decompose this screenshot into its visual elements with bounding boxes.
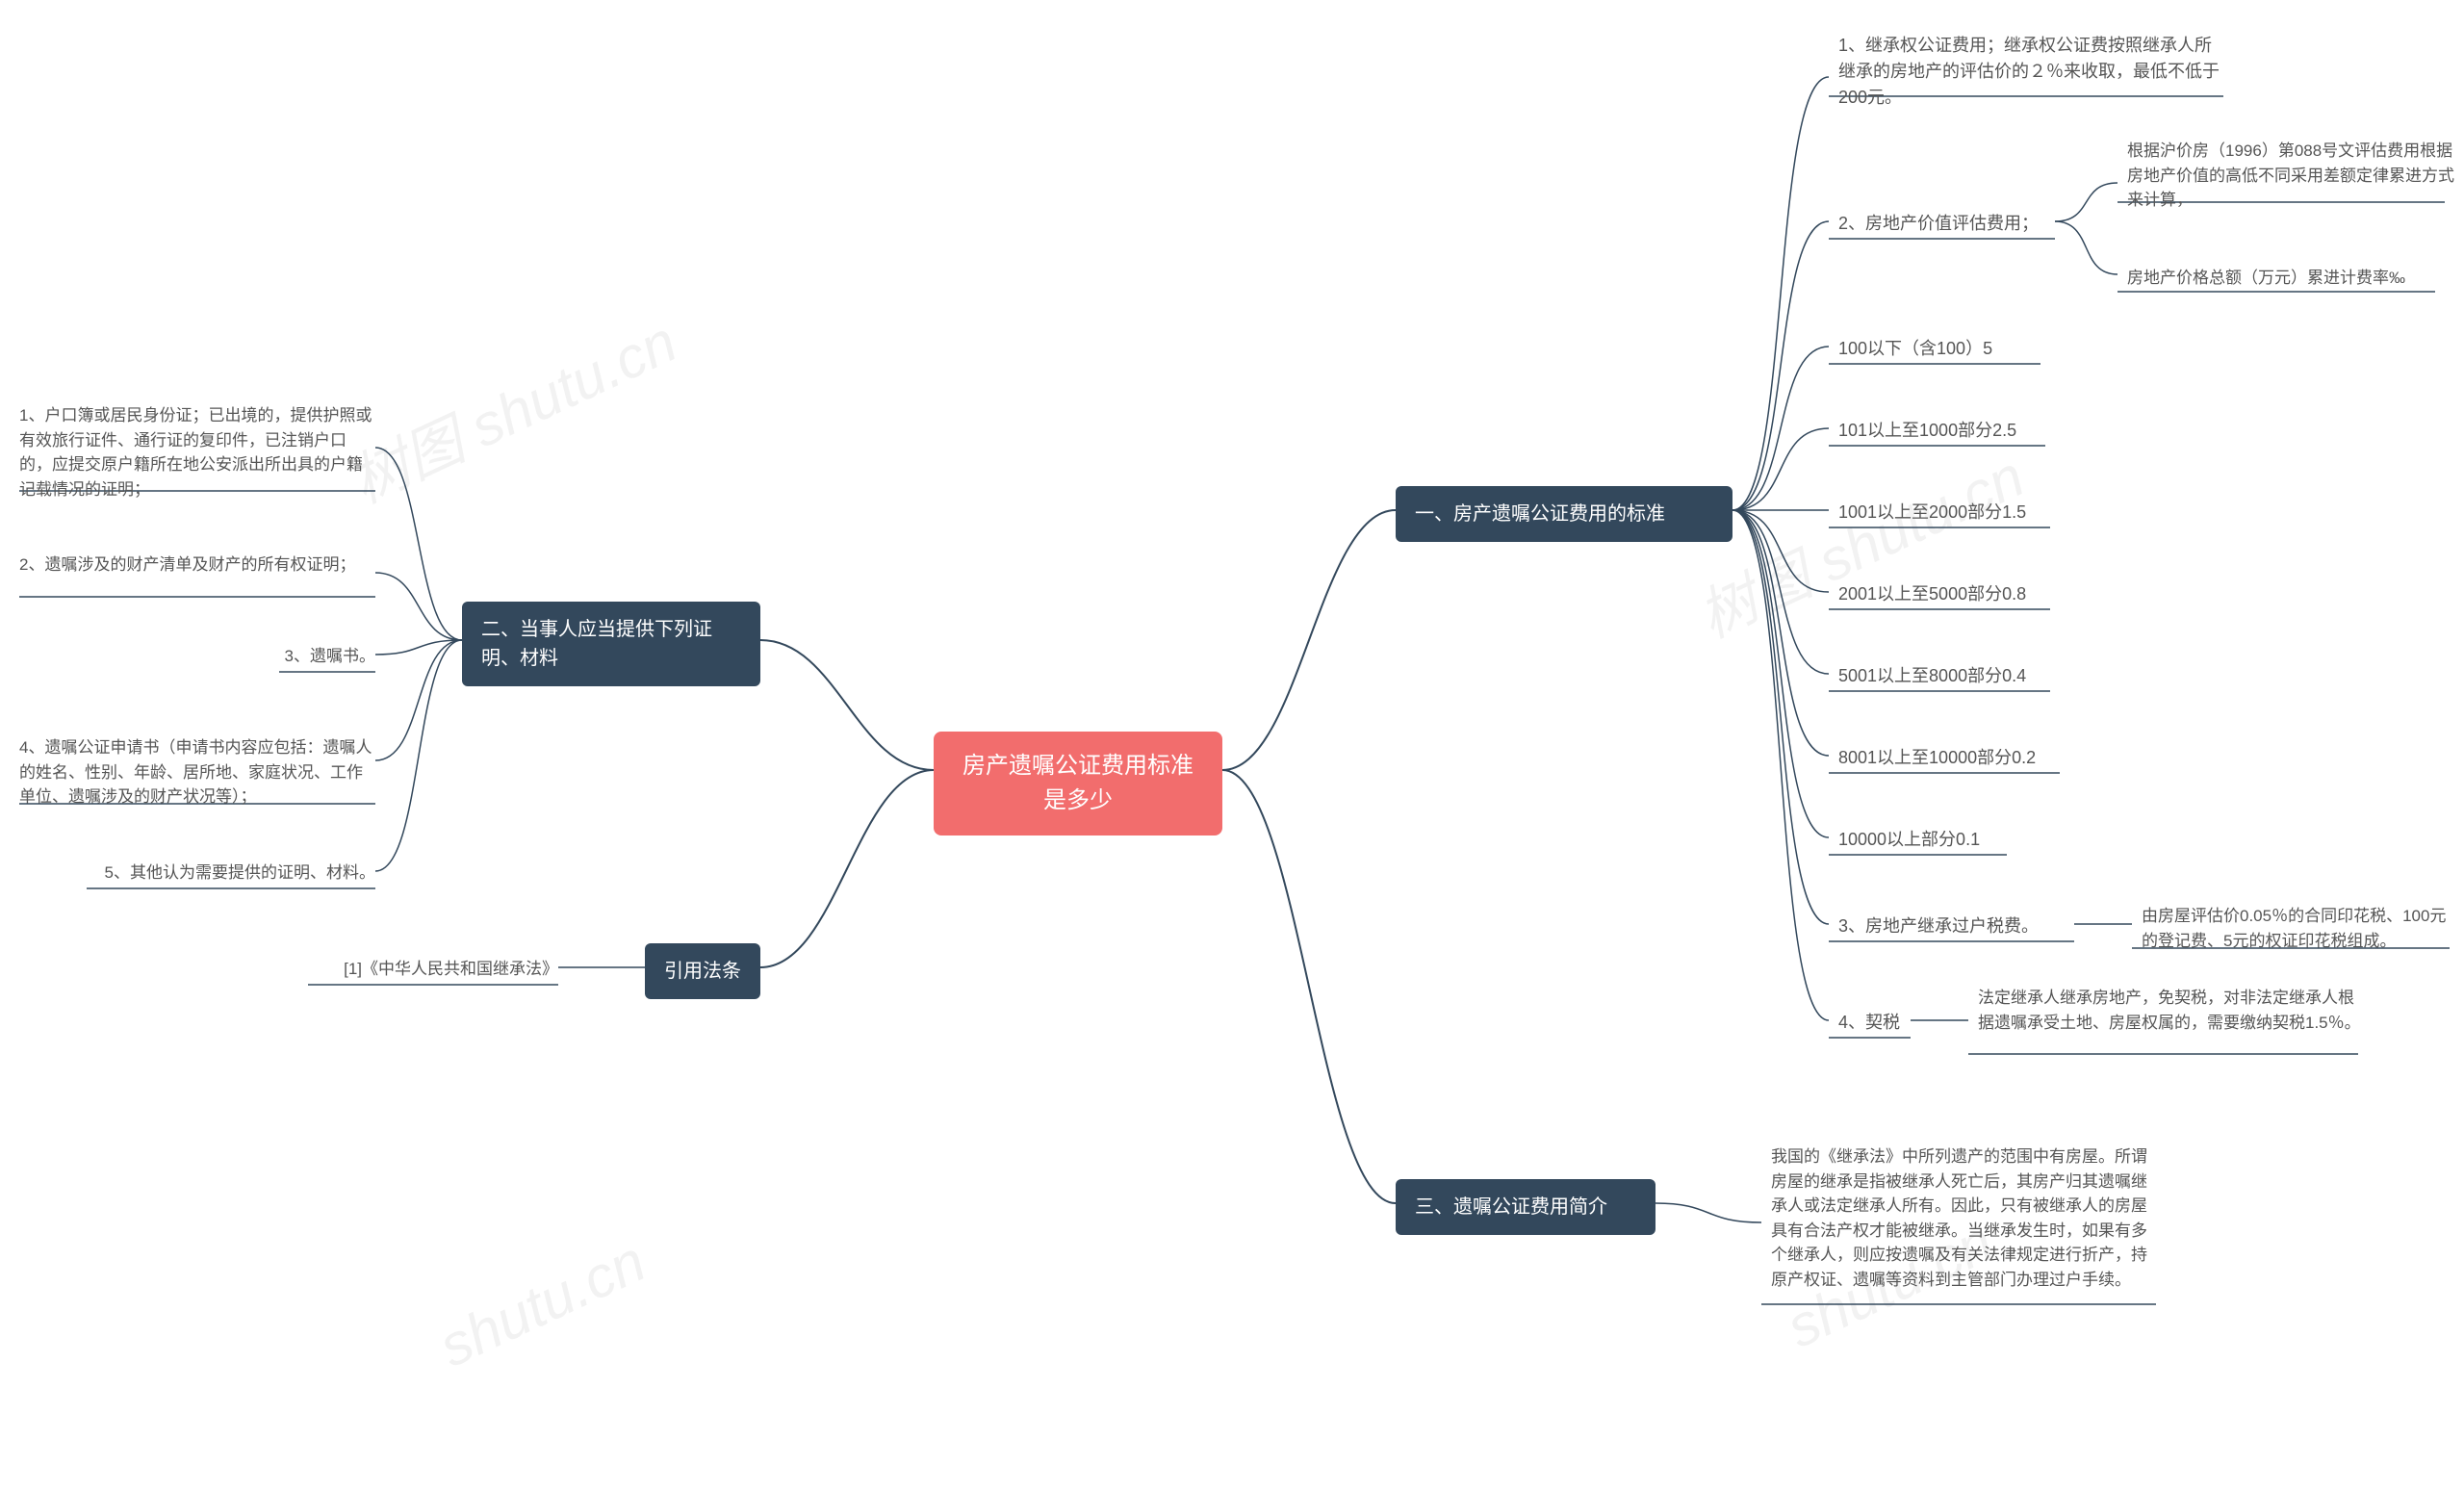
branch-l2: 二、当事人应当提供下列证明、材料 (462, 602, 760, 686)
branch-r3: 三、遗嘱公证费用简介 (1396, 1179, 1656, 1235)
leaf-r1-10-0: 法定继承人继承房地产，免契税，对非法定继承人根据遗嘱承受土地、房屋权属的，需要缴… (1978, 982, 2363, 1039)
leaf-l2-4: 5、其他认为需要提供的证明、材料。 (87, 857, 375, 889)
leaf-r1-6: 5001以上至8000部分0.4 (1838, 659, 2026, 693)
leaf-r3-0: 我国的《继承法》中所列遗产的范围中有房屋。所谓房屋的继承是指被继承人死亡后，其房… (1771, 1141, 2156, 1296)
branch-law: 引用法条 (645, 943, 760, 999)
leaf-r1-9-0: 由房屋评估价0.05％的合同印花税、100元的登记费、5元的权证印花税组成。 (2142, 900, 2459, 957)
leaf-r1-9: 3、房地产继承过户税费。 (1838, 910, 2039, 943)
leaf-r1-7: 8001以上至10000部分0.2 (1838, 741, 2036, 775)
leaf-r1-0: 1、继承权公证费用；继承权公证费按照继承人所继承的房地产的评估价的２％来收取，最… (1838, 29, 2223, 115)
leaf-r1-1: 2、房地产价值评估费用； (1838, 207, 2039, 241)
leaf-r1-10: 4、契税 (1838, 1006, 1900, 1040)
leaf-law-0: [1]《中华人民共和国继承法》 (308, 953, 558, 986)
root-node: 房产遗嘱公证费用标准是多少 (934, 732, 1222, 835)
leaf-l2-3: 4、遗嘱公证申请书（申请书内容应包括：遗嘱人的姓名、性别、年龄、居所地、家庭状况… (19, 732, 375, 813)
watermark: shutu.cn (429, 1227, 655, 1379)
leaf-l2-2: 3、遗嘱书。 (279, 640, 375, 673)
watermark: 树图 shutu.cn (336, 296, 688, 519)
leaf-l2-0: 1、户口簿或居民身份证；已出境的，提供护照或有效旅行证件、通行证的复印件，已注销… (19, 399, 375, 505)
leaf-l2-1: 2、遗嘱涉及的财产清单及财产的所有权证明； (19, 549, 375, 581)
watermark: 树图 shutu.cn (1683, 430, 2036, 654)
leaf-r1-2: 100以下（含100）5 (1838, 332, 1992, 366)
leaf-r1-4: 1001以上至2000部分1.5 (1838, 496, 2026, 529)
leaf-r1-3: 101以上至1000部分2.5 (1838, 414, 2016, 448)
leaf-r1-1-0: 根据沪价房（1996）第088号文评估费用根据房地产价值的高低不同采用差额定律累… (2127, 135, 2454, 217)
leaf-r1-8: 10000以上部分0.1 (1838, 823, 1980, 857)
leaf-r1-5: 2001以上至5000部分0.8 (1838, 578, 2026, 611)
leaf-r1-1-1: 房地产价格总额（万元）累进计费率‰ (2127, 262, 2454, 295)
branch-r1: 一、房产遗嘱公证费用的标准 (1396, 486, 1732, 542)
mindmap-container: 树图 shutu.cn 树图 shutu.cn shutu.cn shutu.c… (0, 0, 2464, 1491)
